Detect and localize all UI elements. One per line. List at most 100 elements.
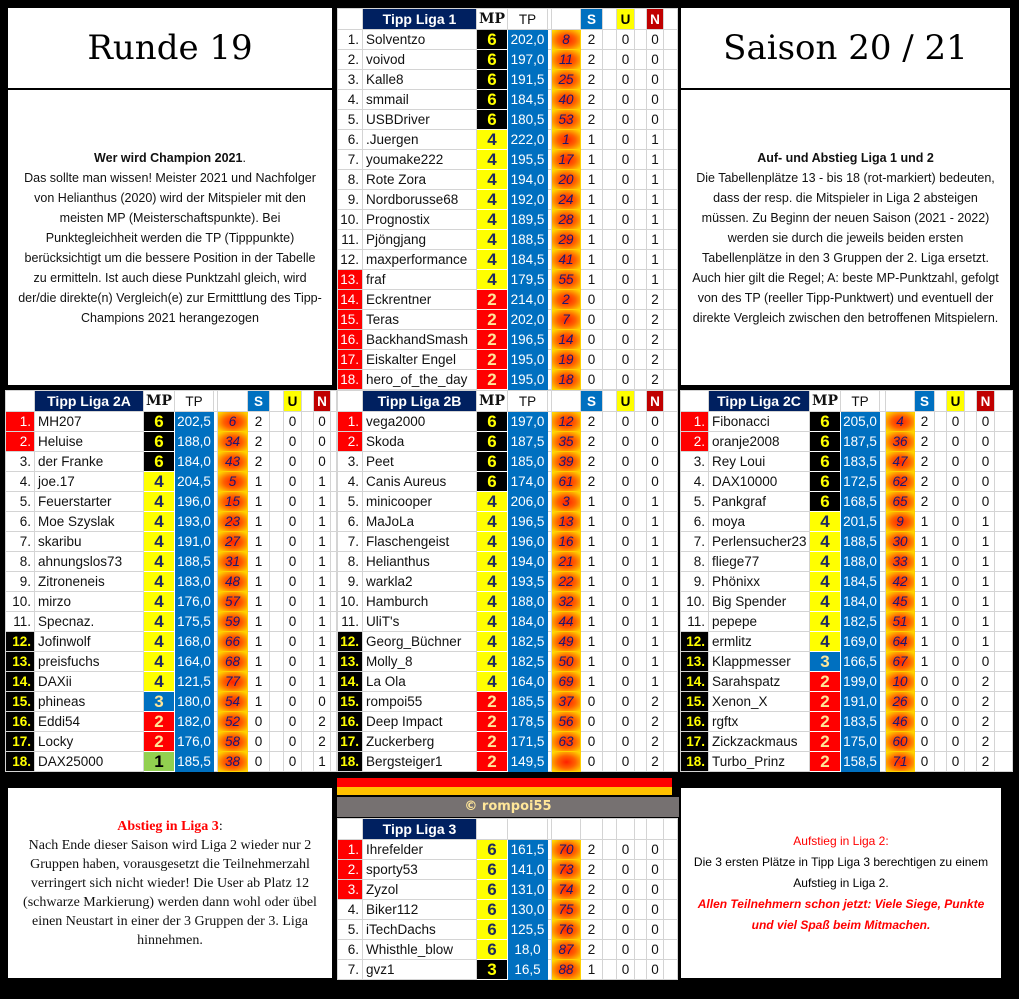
overall-position-badge: 9: [885, 511, 915, 532]
mp-value: 2: [809, 711, 841, 732]
losses-value: 0: [646, 879, 664, 900]
draws-value: 0: [616, 29, 635, 50]
mp-value: 4: [476, 611, 508, 632]
player-name: moya: [708, 511, 810, 532]
losses-value: 0: [313, 431, 331, 452]
overall-position-badge: 33: [885, 551, 915, 572]
rank-cell: 17.: [337, 349, 363, 370]
losses-value: 0: [646, 69, 664, 90]
rank-cell: 14.: [337, 289, 363, 310]
draws-value: 0: [946, 451, 965, 472]
player-name: ermlitz: [708, 631, 810, 652]
mp-value: 6: [476, 939, 508, 960]
overall-position-badge: 45: [885, 591, 915, 612]
losses-value: 2: [646, 691, 664, 712]
overall-position-badge: 73: [551, 859, 581, 880]
player-name: MH207: [34, 411, 144, 432]
tp-value: 197,0: [507, 49, 548, 70]
overall-position-badge: 63: [551, 731, 581, 752]
losses-value: 0: [646, 431, 664, 452]
tp-value: 197,0: [507, 411, 548, 432]
table-row: 8. Helianthus 4 194,0 21 1 0 1: [337, 551, 678, 572]
tp-value: 179,5: [507, 269, 548, 290]
draws-value: 0: [283, 731, 302, 752]
wins-value: 1: [247, 511, 270, 532]
player-name: mirzo: [34, 591, 144, 612]
mp-value: 2: [476, 289, 508, 310]
rank-cell: 7.: [680, 531, 709, 552]
table-row: 15. Teras 2 202,0 7 0 0 2: [337, 309, 678, 330]
tp-value: 214,0: [507, 289, 548, 310]
mp-value: 4: [476, 189, 508, 210]
overall-position-badge: 42: [885, 571, 915, 592]
overall-position-badge: 12: [551, 411, 581, 432]
table-row: 6. Whisthle_blow 6 18,0 87 2 0 0: [337, 939, 678, 960]
tp-value: 182,5: [507, 651, 548, 672]
tp-value: 222,0: [507, 129, 548, 150]
wins-value: 2: [580, 29, 603, 50]
champion-heading: Wer wird Champion 2021: [94, 150, 243, 165]
header-n: N: [313, 390, 331, 412]
losses-value: 1: [646, 229, 664, 250]
losses-value: 1: [976, 591, 995, 612]
rank-cell: 6.: [337, 511, 363, 532]
player-name: ahnungslos73: [34, 551, 144, 572]
rank-cell: 5.: [5, 491, 35, 512]
overall-position-badge: [551, 751, 581, 772]
mp-value: 6: [476, 49, 508, 70]
wins-value: 2: [580, 899, 603, 920]
mp-value: 2: [476, 369, 508, 390]
losses-value: 1: [976, 611, 995, 632]
tp-value: 184,0: [840, 591, 880, 612]
tp-value: 195,0: [507, 349, 548, 370]
rank-cell: 3.: [337, 69, 363, 90]
wins-value: 2: [580, 919, 603, 940]
rank-cell: 13.: [680, 651, 709, 672]
overall-position-badge: 2: [551, 289, 581, 310]
draws-value: 0: [616, 189, 635, 210]
table-row: 11. Pjöngjang 4 188,5 29 1 0 1: [337, 229, 678, 250]
player-name: Xenon_X: [708, 691, 810, 712]
draws-value: 0: [283, 531, 302, 552]
losses-value: 1: [313, 651, 331, 672]
draws-value: 0: [946, 511, 965, 532]
draws-value: 0: [283, 551, 302, 572]
overall-position-badge: 19: [551, 349, 581, 370]
player-name: Skoda: [362, 431, 477, 452]
table-header-row: Tipp Liga 2C MP TP S U N: [680, 390, 1013, 412]
draws-value: 0: [283, 451, 302, 472]
tp-value: 206,0: [507, 491, 548, 512]
tp-value: 168,0: [174, 631, 214, 652]
table-row: 2. oranje2008 6 187,5 36 2 0 0: [680, 431, 1013, 452]
rank-cell: 5.: [337, 109, 363, 130]
rank-cell: 12.: [680, 631, 709, 652]
table-row: 14. DAXii 4 121,5 77 1 0 1: [5, 671, 337, 692]
draws-value: 0: [283, 751, 302, 772]
overall-position-badge: 75: [551, 899, 581, 920]
player-name: rgftx: [708, 711, 810, 732]
mp-value: 2: [809, 751, 841, 772]
player-name: Zuckerberg: [362, 731, 477, 752]
overall-position-badge: 47: [885, 451, 915, 472]
rank-cell: 8.: [337, 551, 363, 572]
draws-value: 0: [946, 431, 965, 452]
league-title: Tipp Liga 3: [362, 818, 477, 840]
wins-value: 2: [914, 411, 935, 432]
draws-value: 0: [946, 531, 965, 552]
season-title-box: Saison 20 / 21: [681, 8, 1010, 88]
mp-value: 6: [809, 431, 841, 452]
player-name: oranje2008: [708, 431, 810, 452]
table-row: 18. Turbo_Prinz 2 158,5 71 0 0 2: [680, 751, 1013, 772]
tp-value: 168,5: [840, 491, 880, 512]
header-u: U: [946, 390, 965, 412]
losses-value: 0: [646, 859, 664, 880]
tp-value: 182,0: [174, 711, 214, 732]
losses-value: 1: [313, 611, 331, 632]
mp-value: 4: [476, 551, 508, 572]
mp-value: 2: [809, 731, 841, 752]
header-mp: MP: [476, 390, 508, 412]
mp-value: 2: [476, 309, 508, 330]
player-name: Specnaz.: [34, 611, 144, 632]
table-row: 7. youmake222 4 195,5 17 1 0 1: [337, 149, 678, 170]
rank-cell: 5.: [337, 919, 363, 940]
